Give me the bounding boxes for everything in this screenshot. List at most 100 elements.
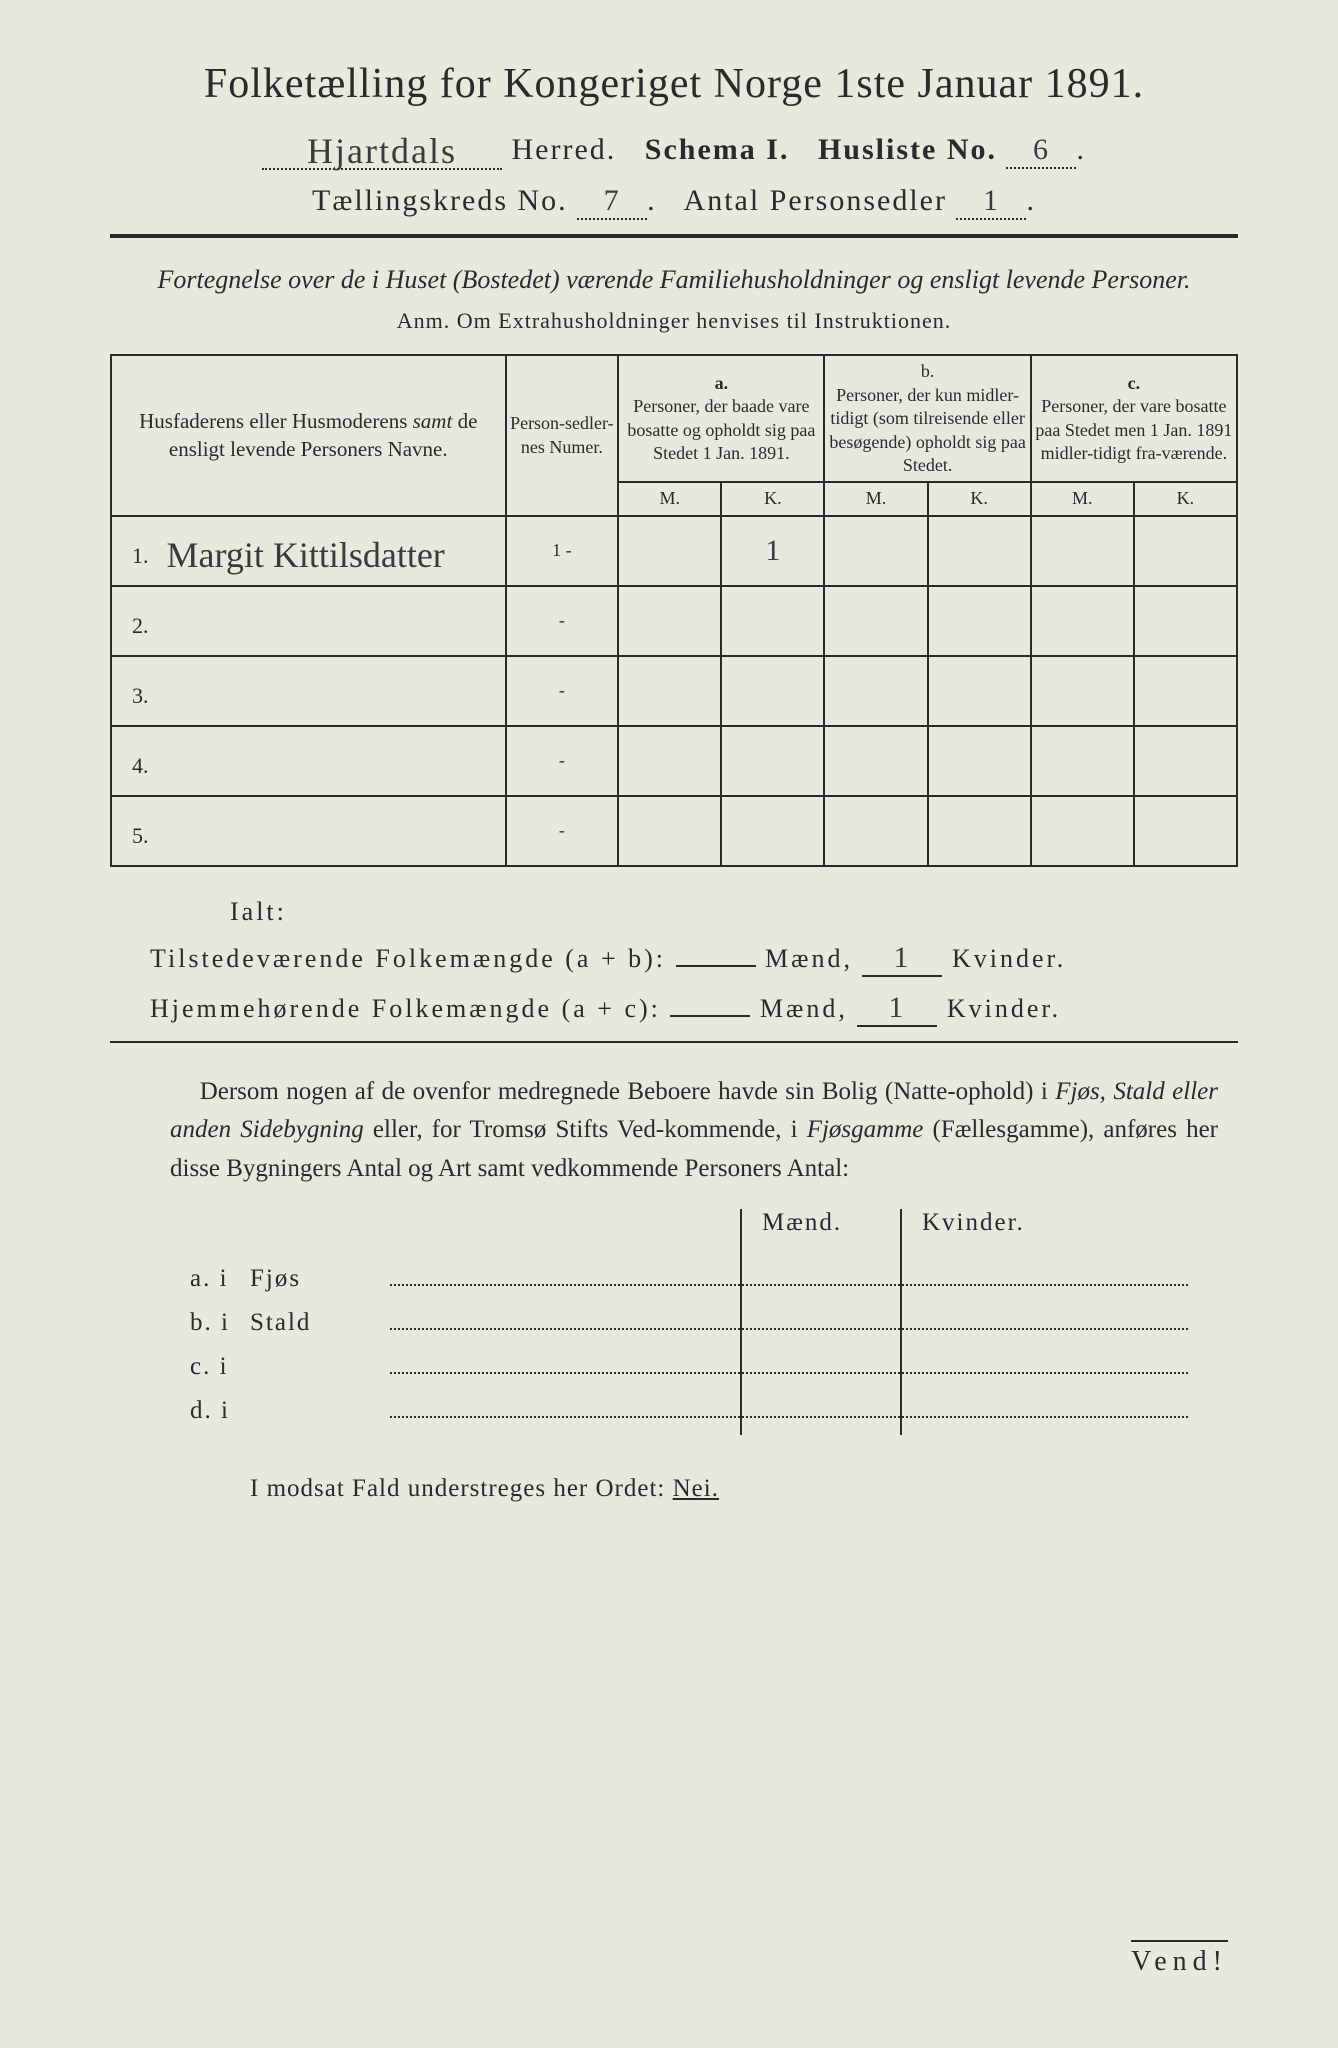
name-cell: 4. — [111, 726, 506, 796]
header-block: Folketælling for Kongeriget Norge 1ste J… — [110, 60, 1238, 220]
b-m-cell — [824, 516, 927, 586]
sum1-k: 1 — [862, 941, 942, 977]
kreds-no: 7 — [604, 184, 621, 217]
col-c-header: c. Personer, der vare bosatte paa Stedet… — [1031, 355, 1237, 482]
c-m-cell — [1031, 586, 1134, 656]
sum-line-1: Tilstedeværende Folkemængde (a + b): Mæn… — [150, 941, 1238, 977]
b-m-cell — [824, 726, 927, 796]
census-table: Husfaderens eller Husmoderens samt de en… — [110, 354, 1238, 866]
c-m: M. — [1031, 482, 1134, 515]
building-header: Mænd. Kvinder. — [740, 1209, 1238, 1245]
table-row: 2. - — [111, 586, 1237, 656]
header-line-2: Hjartdals Herred. Schema I. Husliste No.… — [110, 126, 1238, 170]
personsedler-label: Antal Personsedler — [684, 184, 947, 217]
subtitle: Fortegnelse over de i Huset (Bostedet) v… — [150, 262, 1198, 298]
b-dots — [390, 1356, 1188, 1374]
name-cell: 3. — [111, 656, 506, 726]
a-k-cell — [721, 656, 824, 726]
a-m-cell — [618, 796, 721, 866]
b-dots — [390, 1400, 1188, 1418]
b-label: a. i — [190, 1265, 250, 1293]
closing-line: I modsat Fald understreges her Ordet: Ne… — [250, 1475, 1238, 1503]
b-type: Fjøs — [250, 1265, 380, 1293]
a-k-cell — [721, 586, 824, 656]
b-m: M. — [824, 482, 927, 515]
husliste-label: Husliste No. — [818, 133, 997, 166]
b-dots — [390, 1268, 1188, 1286]
c-k-cell — [1134, 796, 1237, 866]
table-row: 5. - — [111, 796, 1237, 866]
divider — [110, 234, 1238, 238]
header-line-3: Tællingskreds No. 7. Antal Personsedler … — [110, 184, 1238, 220]
name-cell: 1. Margit Kittilsdatter — [111, 516, 506, 586]
b-k-cell — [928, 656, 1031, 726]
b-k: K. — [928, 482, 1031, 515]
paragraph: Dersom nogen af de ovenfor medregnede Be… — [170, 1073, 1218, 1189]
c-m-cell — [1031, 656, 1134, 726]
c-k-cell — [1134, 586, 1237, 656]
table-row: 1. Margit Kittilsdatter1 - 1 — [111, 516, 1237, 586]
num-cell: 1 - — [506, 516, 619, 586]
name-cell: 5. — [111, 796, 506, 866]
b-k-cell — [928, 726, 1031, 796]
b-head-k: Kvinder. — [900, 1209, 1060, 1245]
a-k-cell: 1 — [721, 516, 824, 586]
a-k-cell — [721, 796, 824, 866]
nei: Nei. — [673, 1475, 719, 1502]
sum2-m — [670, 1015, 750, 1017]
sum2-k: 1 — [857, 991, 937, 1027]
col-num-header: Person-sedler-nes Numer. — [506, 355, 619, 515]
building-row: a. iFjøs — [190, 1265, 1198, 1293]
c-m-cell — [1031, 726, 1134, 796]
building-row: c. i — [190, 1353, 1198, 1381]
num-cell: - — [506, 656, 619, 726]
herred-value: Hjartdals — [307, 131, 457, 171]
table-row: 4. - — [111, 726, 1237, 796]
b-label: b. i — [190, 1309, 250, 1337]
a-k-cell — [721, 726, 824, 796]
a-k: K. — [721, 482, 824, 515]
vline-1 — [740, 1221, 742, 1435]
b-label: d. i — [190, 1397, 250, 1425]
b-m-cell — [824, 586, 927, 656]
divider-2 — [110, 1041, 1238, 1043]
b-type: Stald — [250, 1309, 380, 1337]
vend-label: Vend! — [1131, 1940, 1228, 1978]
c-k-cell — [1134, 516, 1237, 586]
a-m-cell — [618, 726, 721, 796]
a-m-cell — [618, 656, 721, 726]
kreds-label: Tællingskreds No. — [312, 184, 568, 217]
table-row: 3. - — [111, 656, 1237, 726]
sum-line-2: Hjemmehørende Folkemængde (a + c): Mænd,… — [150, 991, 1238, 1027]
a-m-cell — [618, 516, 721, 586]
schema-label: Schema I. — [645, 133, 790, 166]
sum1-m — [676, 965, 756, 967]
name-cell: 2. — [111, 586, 506, 656]
herred-label: Herred. — [512, 133, 617, 166]
num-cell: - — [506, 726, 619, 796]
b-k-cell — [928, 796, 1031, 866]
vline-2 — [900, 1221, 902, 1435]
building-row: b. iStald — [190, 1309, 1198, 1337]
col-a-header: a. Personer, der baade vare bosatte og o… — [618, 355, 824, 482]
husliste-no: 6 — [1033, 133, 1050, 166]
c-m-cell — [1031, 516, 1134, 586]
col-name-header: Husfaderens eller Husmoderens samt de en… — [111, 355, 506, 515]
personsedler-no: 1 — [983, 184, 1000, 217]
a-m-cell — [618, 586, 721, 656]
anm-note: Anm. Om Extrahusholdninger henvises til … — [110, 308, 1238, 334]
ialt-label: Ialt: — [230, 897, 1238, 927]
c-k-cell — [1134, 656, 1237, 726]
b-m-cell — [824, 656, 927, 726]
b-m-cell — [824, 796, 927, 866]
a-m: M. — [618, 482, 721, 515]
b-label: c. i — [190, 1353, 250, 1381]
c-m-cell — [1031, 796, 1134, 866]
building-table: a. iFjøsb. iStaldc. id. i — [190, 1265, 1198, 1425]
main-title: Folketælling for Kongeriget Norge 1ste J… — [110, 60, 1238, 108]
header-row-1: Husfaderens eller Husmoderens samt de en… — [111, 355, 1237, 482]
c-k-cell — [1134, 726, 1237, 796]
building-row: d. i — [190, 1397, 1198, 1425]
c-k: K. — [1134, 482, 1237, 515]
b-dots — [390, 1312, 1188, 1330]
